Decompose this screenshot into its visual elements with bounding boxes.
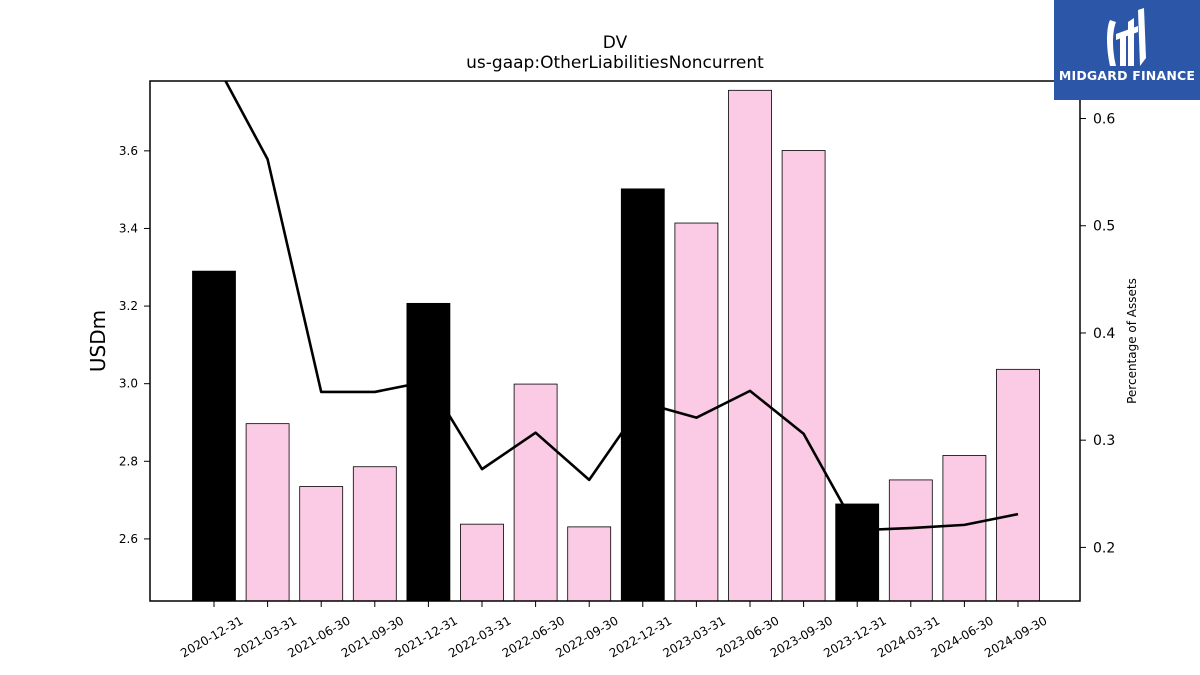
y-tick-label: 3.2 bbox=[119, 299, 138, 313]
bar bbox=[192, 270, 236, 602]
bar bbox=[245, 423, 290, 602]
chart-subtitle: us-gaap:OtherLiabilitiesNoncurrent bbox=[466, 53, 764, 73]
logo-text: MIDGARD FINANCE bbox=[1058, 68, 1196, 83]
bar bbox=[513, 383, 558, 602]
y2-axis-label: Percentage of Assets bbox=[1125, 278, 1139, 404]
bar bbox=[888, 479, 933, 602]
bar bbox=[781, 150, 826, 602]
bar bbox=[728, 89, 772, 602]
y-tick-label: 3.4 bbox=[119, 221, 138, 235]
y-axis-label: USDm bbox=[86, 310, 110, 372]
bar bbox=[674, 222, 719, 602]
bar bbox=[620, 188, 665, 602]
y2-tick-label: 0.5 bbox=[1093, 219, 1115, 235]
chart-title: DV bbox=[603, 33, 628, 53]
y2-tick-label: 0.4 bbox=[1093, 326, 1115, 342]
bar bbox=[567, 526, 612, 602]
y-tick-label: 3.0 bbox=[119, 377, 138, 391]
y-tick-label: 2.6 bbox=[119, 532, 138, 546]
bar bbox=[299, 486, 344, 602]
series-line bbox=[224, 81, 1019, 532]
y2-tick-label: 0.2 bbox=[1093, 540, 1115, 556]
bar bbox=[460, 523, 504, 602]
bar bbox=[406, 302, 451, 602]
y-tick-label: 2.8 bbox=[119, 454, 138, 468]
bar bbox=[352, 466, 397, 602]
bar bbox=[835, 503, 880, 602]
plot-frame bbox=[149, 80, 1081, 602]
bar bbox=[942, 455, 987, 602]
midgard-logo-icon bbox=[1107, 8, 1146, 66]
y2-tick-label: 0.6 bbox=[1093, 112, 1115, 128]
y-tick-label: 3.6 bbox=[119, 144, 138, 158]
y2-tick-label: 0.3 bbox=[1093, 433, 1115, 449]
brand-logo: MIDGARD FINANCE bbox=[1054, 0, 1200, 100]
bar bbox=[996, 368, 1040, 602]
